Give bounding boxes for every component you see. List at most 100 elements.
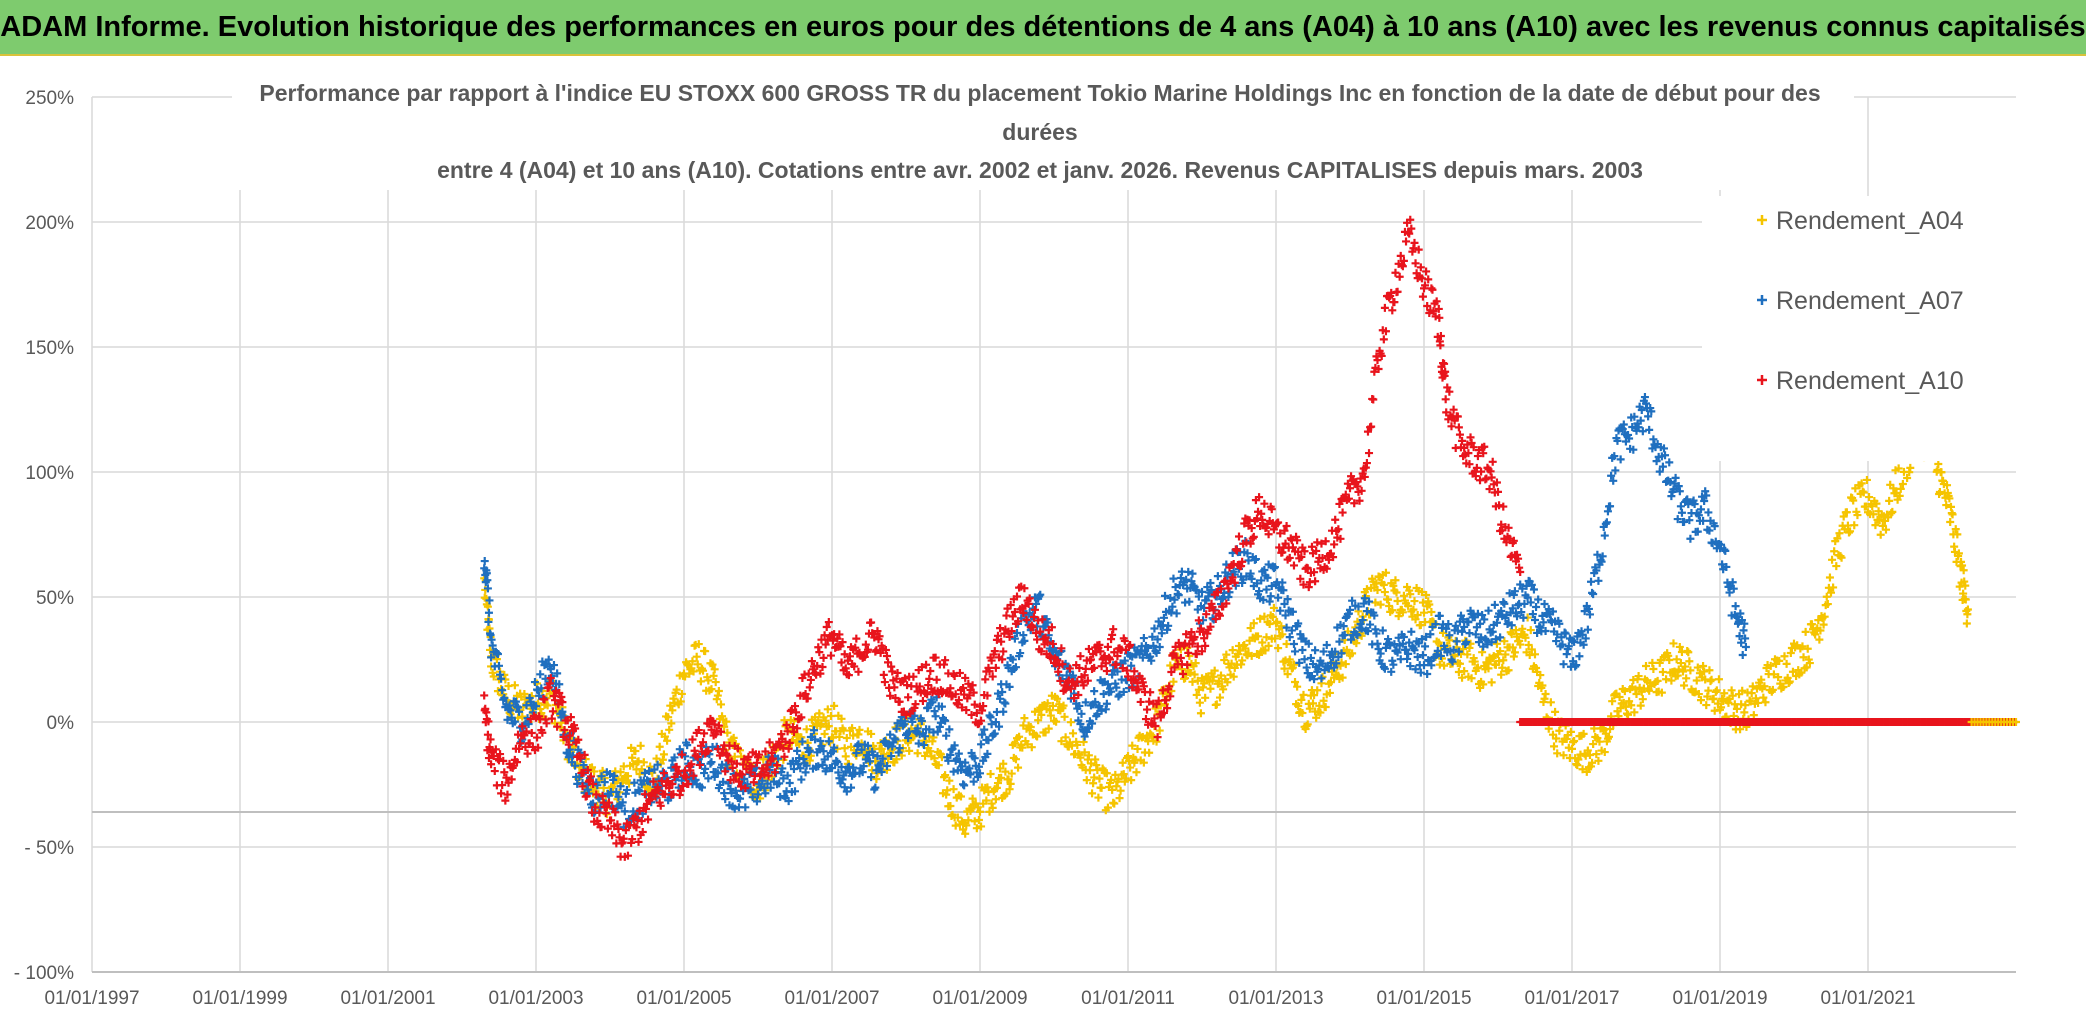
point-a10-463: [962, 706, 971, 715]
point-a10-0: [480, 691, 489, 700]
point-a07-834: [1354, 602, 1363, 611]
point-a07-1072: [1606, 502, 1615, 511]
point-a10-162: [644, 815, 653, 824]
point-a04-1302: [1849, 496, 1858, 505]
point-a04-1386: [1934, 460, 1943, 469]
point-a07-733: [1247, 574, 1256, 583]
point-a04-216: [701, 647, 710, 656]
point-a04-1011: [1541, 689, 1550, 698]
point-a04-1055: [1588, 758, 1597, 767]
point-a10-195: [678, 782, 687, 791]
point-a07-533: [1036, 590, 1045, 599]
point-a07-593: [1099, 689, 1108, 698]
point-a10-972: [1492, 478, 1501, 487]
point-a04-1315: [1862, 475, 1871, 484]
point-a07-1073: [1607, 471, 1616, 480]
point-a07-301: [791, 787, 799, 796]
point-a10-273: [761, 747, 770, 756]
point-a10-893: [1416, 263, 1425, 272]
point-a04-476: [976, 807, 984, 816]
point-a04-1148: [1686, 666, 1695, 675]
y-axis-tick-labels: - 100% - 50% 0% 50% 100% 150% 200% 250%: [14, 88, 74, 984]
point-a10-483: [983, 691, 992, 700]
point-a10-922: [1441, 367, 1450, 376]
point-a04-1143: [1681, 662, 1690, 671]
point-a04-1208: [1749, 711, 1758, 720]
point-a10-952: [1471, 472, 1480, 481]
point-a10-883: [1406, 215, 1415, 224]
point-a04-617: [1125, 756, 1134, 765]
point-a04-1335: [1884, 513, 1893, 522]
point-a04-1312: [1859, 488, 1868, 497]
point-a04-1261: [1805, 659, 1814, 668]
point-a10-825: [1344, 494, 1353, 503]
point-a10-544: [1047, 623, 1056, 632]
point-a10-25: [499, 756, 508, 765]
point-a07-855: [1376, 649, 1385, 658]
point-a04-1130: [1667, 676, 1676, 685]
point-a04-210: [694, 640, 703, 649]
data-points: [480, 215, 2020, 861]
point-a04-895: [1418, 598, 1427, 607]
point-a04-976: [1504, 666, 1513, 675]
point-a07-476: [976, 769, 984, 778]
point-a04-1347: [1896, 484, 1905, 493]
point-a04-970: [1498, 663, 1507, 672]
point-a07-820: [1339, 622, 1348, 631]
point-a04-761: [1277, 622, 1286, 631]
point-a04-1016: [1546, 698, 1555, 707]
point-a07-576: [1081, 698, 1090, 707]
point-a10-816: [1335, 499, 1344, 508]
point-a10-429: [926, 666, 935, 675]
point-a10-852: [1373, 356, 1382, 365]
point-a10-929: [1447, 422, 1456, 431]
point-a04-937: [1463, 650, 1472, 659]
point-a04-1125: [1662, 675, 1671, 684]
point-a10-620: [1128, 683, 1137, 692]
point-a07-979: [1507, 621, 1516, 630]
point-a04-1146: [1684, 648, 1693, 657]
point-a07-1033: [1564, 642, 1573, 651]
x-axis-tick-labels: 01/01/1997 01/01/1999 01/01/2001 01/01/2003…: [44, 988, 1915, 1009]
point-a07-919: [1444, 620, 1453, 629]
point-a07-661: [1171, 583, 1180, 592]
point-a04-204: [688, 657, 697, 666]
point-a07-1161: [1700, 497, 1709, 506]
point-a04-1423: [1961, 581, 1970, 590]
point-a07-311: [801, 768, 810, 777]
point-a04-694: [1206, 684, 1215, 693]
point-a07-149: [630, 778, 639, 787]
point-a04-486: [986, 770, 995, 779]
point-a10-994: [1516, 568, 1525, 576]
point-a04-521: [1023, 740, 1032, 749]
point-a04-709: [1222, 650, 1231, 659]
point-a04-715: [1228, 646, 1237, 655]
point-a10-81: [558, 698, 567, 707]
point-a04-214: [699, 666, 708, 675]
point-a04-1072: [1606, 725, 1615, 734]
point-a07-949: [1476, 619, 1485, 628]
point-a04-1180: [1720, 689, 1729, 698]
point-a07-216: [701, 764, 710, 773]
point-a10-48: [523, 749, 532, 758]
point-a04-612: [1119, 770, 1128, 779]
point-a07-1000: [1529, 585, 1538, 594]
point-a07-748: [1263, 573, 1272, 582]
point-a10-897: [1421, 281, 1430, 290]
point-a07-1076: [1610, 452, 1619, 461]
point-a04-947: [1473, 663, 1482, 672]
point-a10-699: [1211, 614, 1220, 623]
point-a10-793: [1311, 577, 1320, 586]
point-a10-389: [884, 658, 893, 667]
point-a04-150: [631, 747, 640, 756]
point-a04-332: [823, 705, 832, 714]
point-a07-1065: [1598, 552, 1607, 561]
point-a10-123: [602, 802, 611, 811]
point-a10-154: [635, 806, 644, 815]
point-a04-503: [1004, 775, 1013, 784]
point-a04-646: [1155, 726, 1164, 735]
point-a10-634: [1143, 705, 1152, 714]
point-a04-219: [704, 676, 713, 685]
point-a04-1101: [1636, 701, 1645, 710]
point-a07-644: [1153, 635, 1162, 644]
